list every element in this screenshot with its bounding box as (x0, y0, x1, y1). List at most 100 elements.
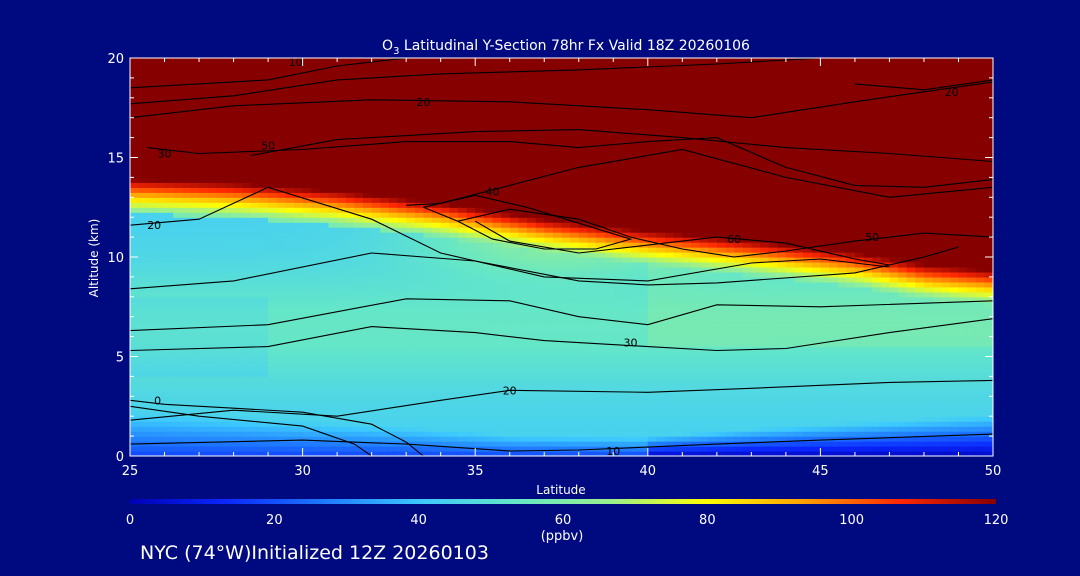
field-cell (518, 396, 528, 402)
field-cell (371, 172, 381, 179)
field-cell (371, 441, 381, 447)
field-cell (483, 366, 494, 373)
field-cell (466, 167, 476, 174)
field-cell (492, 406, 502, 412)
field-cell (647, 92, 658, 99)
field-cell (466, 276, 476, 283)
field-cell (630, 187, 640, 193)
field-cell (656, 286, 666, 293)
field-cell (354, 72, 364, 79)
field-cell (302, 97, 312, 104)
field-cell (216, 197, 226, 203)
field-cell (388, 411, 399, 417)
field-cell (647, 252, 658, 258)
field-cell (647, 142, 658, 149)
field-cell (345, 152, 355, 159)
field-cell (130, 167, 140, 174)
field-cell (147, 58, 157, 64)
field-cell (475, 426, 485, 432)
field-cell (552, 237, 563, 243)
field-cell (268, 92, 278, 99)
field-cell (570, 321, 580, 328)
field-cell (647, 436, 658, 442)
field-cell (440, 331, 450, 338)
field-cell (432, 391, 442, 397)
field-cell (242, 431, 252, 437)
field-cell (181, 391, 192, 397)
field-cell (268, 222, 278, 228)
field-cell (665, 391, 675, 397)
field-cell (535, 92, 545, 99)
field-cell (639, 257, 649, 263)
field-cell (604, 202, 614, 208)
field-cell (492, 132, 502, 139)
field-cell (371, 92, 381, 99)
field-cell (181, 132, 192, 139)
field-cell (639, 386, 649, 392)
field-cell (570, 67, 580, 74)
field-cell (138, 261, 148, 268)
field-cell (224, 371, 235, 377)
field-cell (647, 207, 658, 213)
field-cell (363, 257, 373, 263)
field-cell (578, 92, 588, 99)
field-cell (130, 237, 140, 243)
field-cell (639, 441, 649, 447)
field-cell (337, 346, 347, 353)
field-cell (328, 326, 338, 333)
field-cell (293, 117, 304, 124)
field-cell (164, 271, 174, 278)
field-cell (285, 386, 295, 392)
field-cell (224, 391, 235, 397)
field-cell (578, 431, 588, 437)
field-cell (268, 401, 278, 407)
field-cell (363, 326, 373, 333)
field-cell (544, 232, 554, 238)
field-cell (596, 376, 606, 382)
field-cell (207, 451, 217, 456)
field-cell (526, 276, 537, 283)
field-cell (190, 356, 200, 363)
field-cell (138, 291, 148, 298)
field-cell (250, 242, 261, 248)
field-cell (449, 436, 459, 442)
field-cell (130, 281, 140, 288)
field-cell (483, 232, 494, 238)
field-cell (199, 431, 209, 437)
field-cell (224, 266, 235, 273)
field-cell (561, 177, 571, 183)
field-cell (397, 107, 407, 114)
field-cell (621, 316, 632, 323)
field-cell (224, 331, 235, 338)
field-cell (665, 331, 675, 338)
field-cell (276, 202, 286, 208)
field-cell (302, 401, 312, 407)
field-cell (501, 326, 511, 333)
field-cell (552, 157, 563, 164)
field-cell (475, 237, 485, 243)
field-cell (285, 271, 295, 278)
field-cell (397, 426, 407, 432)
field-cell (147, 351, 157, 358)
field-cell (190, 416, 200, 422)
field-cell (345, 242, 355, 248)
field-cell (406, 62, 416, 69)
field-cell (199, 386, 209, 392)
field-cell (233, 227, 243, 233)
field-cell (242, 202, 252, 208)
field-cell (207, 321, 217, 328)
field-cell (596, 431, 606, 437)
field-cell (164, 187, 174, 193)
field-cell (363, 366, 373, 373)
field-cell (647, 366, 658, 373)
field-cell (526, 416, 537, 422)
field-cell (621, 326, 632, 333)
field-cell (570, 361, 580, 368)
field-cell (155, 237, 166, 243)
field-cell (155, 391, 166, 397)
field-cell (466, 421, 476, 427)
field-cell (578, 411, 588, 417)
field-cell (639, 157, 649, 164)
field-cell (337, 421, 347, 427)
field-cell (311, 122, 321, 129)
